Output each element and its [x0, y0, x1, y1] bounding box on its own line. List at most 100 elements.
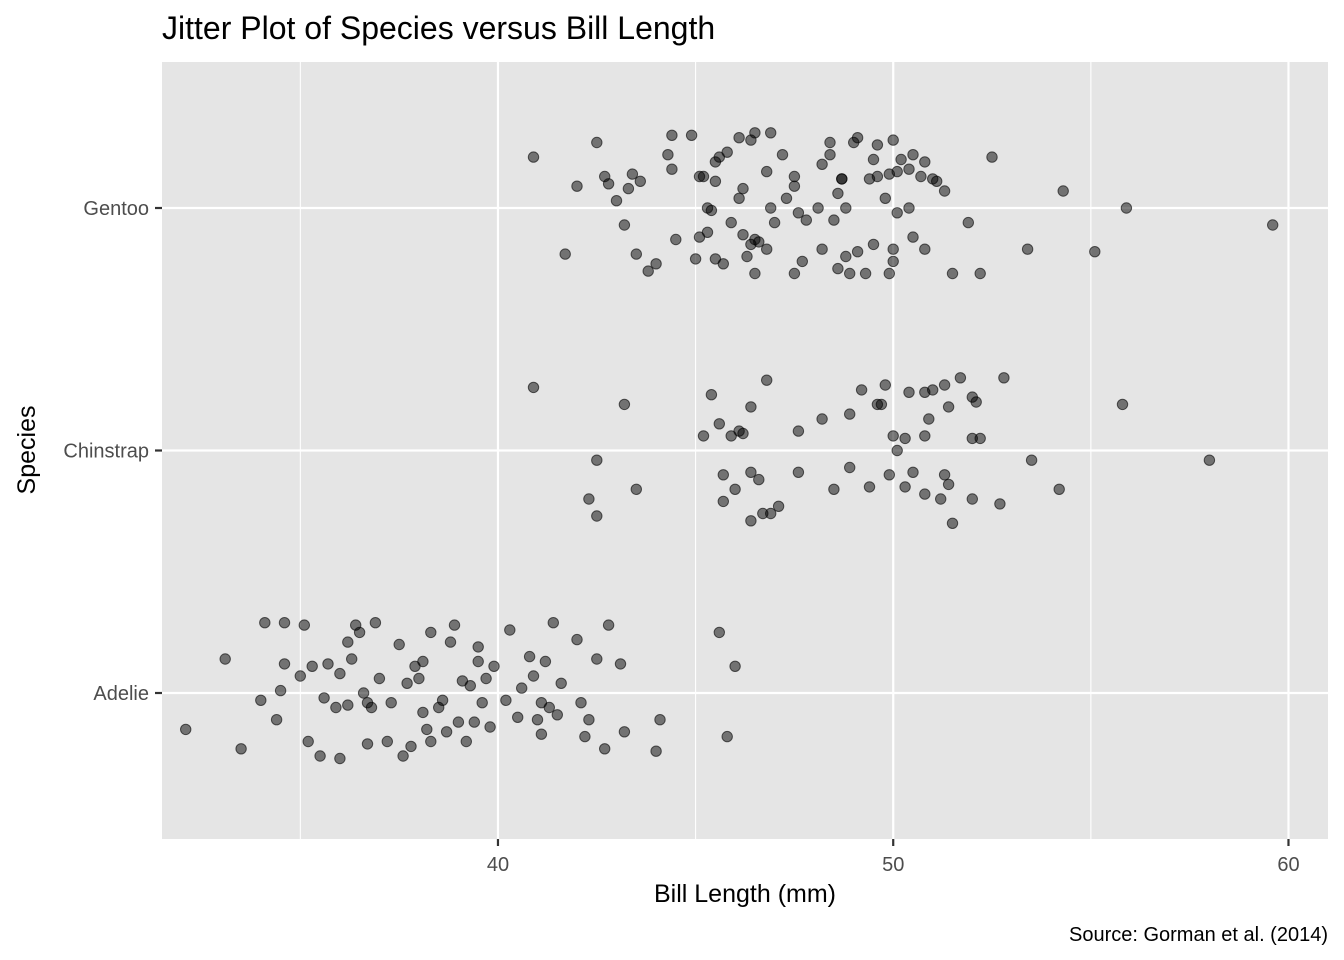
point-gentoo [709, 156, 722, 168]
point-gentoo [859, 267, 872, 280]
point-adelie [322, 658, 334, 670]
point-chinstrap [998, 372, 1010, 384]
point-gentoo [919, 156, 931, 168]
point-chinstrap [753, 473, 765, 486]
point-gentoo [745, 134, 757, 146]
y-tick-label-chinstrap: Chinstrap [63, 441, 149, 463]
point-gentoo [725, 216, 737, 229]
point-adelie [547, 617, 559, 629]
point-gentoo [832, 187, 844, 200]
point-chinstrap [618, 398, 631, 411]
point-adelie [504, 624, 516, 636]
point-chinstrap [938, 469, 951, 481]
point-gentoo [559, 248, 571, 260]
point-gentoo [891, 207, 903, 219]
point-adelie [618, 726, 631, 738]
point-chinstrap [697, 430, 710, 442]
point-gentoo [851, 246, 864, 258]
point-chinstrap [946, 517, 959, 529]
point-gentoo [788, 267, 801, 280]
point-gentoo [824, 136, 836, 149]
point-chinstrap [844, 461, 856, 474]
point-adelie [464, 680, 476, 692]
point-chinstrap [729, 483, 741, 495]
point-gentoo [828, 214, 840, 226]
point-gentoo [867, 238, 880, 251]
point-adelie [353, 626, 366, 639]
point-chinstrap [1203, 454, 1216, 466]
point-adelie [488, 660, 500, 672]
point-gentoo [883, 267, 895, 280]
point-adelie [444, 636, 457, 648]
point-adelie [614, 658, 627, 670]
point-adelie [555, 677, 567, 689]
point-gentoo [887, 255, 899, 268]
point-chinstrap [942, 401, 955, 413]
point-adelie [721, 730, 733, 743]
point-chinstrap [935, 493, 947, 505]
point-adelie [654, 714, 666, 726]
point-adelie [417, 655, 429, 668]
point-gentoo [800, 214, 812, 226]
point-adelie [535, 728, 548, 740]
point-gentoo [701, 226, 714, 239]
point-gentoo [571, 180, 583, 192]
point-chinstrap [970, 396, 982, 408]
point-chinstrap [974, 432, 986, 445]
point-chinstrap [772, 500, 785, 512]
point-chinstrap [792, 425, 805, 437]
point-gentoo [591, 136, 603, 149]
point-adelie [397, 750, 409, 762]
point-adelie [306, 660, 318, 672]
point-chinstrap [923, 413, 935, 425]
point-gentoo [662, 149, 674, 161]
x-tick-label: 50 [882, 854, 904, 876]
point-chinstrap [863, 481, 876, 493]
point-gentoo [1120, 202, 1133, 214]
point-adelie [334, 752, 346, 765]
point-gentoo [891, 165, 903, 178]
point-gentoo [840, 250, 852, 263]
point-chinstrap [745, 401, 757, 413]
y-axis-ticks: Adelie Chinstrap Gentoo [63, 198, 162, 705]
point-adelie [452, 716, 465, 728]
point-gentoo [938, 185, 951, 197]
point-adelie [527, 670, 540, 682]
point-gentoo [709, 175, 722, 188]
point-chinstrap [942, 478, 955, 491]
point-chinstrap [887, 430, 899, 442]
chart-title: Jitter Plot of Species versus Bill Lengt… [162, 10, 715, 46]
point-gentoo [903, 163, 915, 175]
point-gentoo [765, 127, 777, 139]
point-chinstrap [875, 398, 888, 411]
point-gentoo [871, 139, 884, 151]
point-gentoo [788, 180, 801, 192]
point-chinstrap [855, 384, 868, 396]
x-axis-title: Bill Length (mm) [654, 880, 836, 908]
point-adelie [472, 641, 484, 653]
point-gentoo [697, 170, 710, 183]
point-gentoo [887, 134, 899, 146]
point-adelie [278, 617, 291, 629]
point-adelie [294, 670, 306, 682]
point-adelie [523, 650, 536, 663]
point-chinstrap [745, 515, 757, 527]
point-chinstrap [1053, 483, 1065, 495]
point-gentoo [986, 151, 998, 163]
point-gentoo [753, 236, 765, 248]
point-gentoo [903, 202, 915, 214]
y-tick-label-adelie: Adelie [93, 683, 149, 705]
point-gentoo [919, 243, 931, 255]
point-gentoo [622, 182, 635, 195]
point-chinstrap [705, 389, 718, 401]
point-adelie [551, 709, 563, 721]
point-gentoo [737, 182, 749, 195]
point-adelie [460, 735, 472, 748]
point-adelie [599, 743, 611, 755]
point-gentoo [907, 149, 919, 161]
point-adelie [270, 714, 283, 726]
point-adelie [516, 682, 528, 694]
point-chinstrap [938, 379, 951, 391]
point-chinstrap [630, 483, 642, 495]
point-adelie [729, 660, 741, 672]
